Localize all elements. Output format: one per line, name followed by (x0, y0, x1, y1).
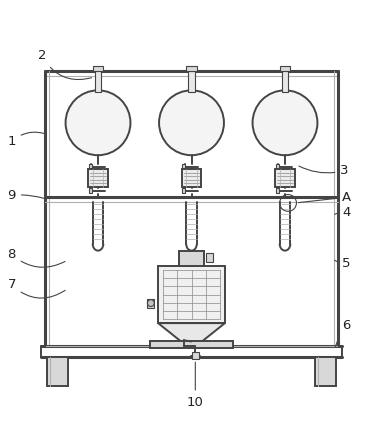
Bar (179, 251, 204, 266)
Bar (275, 169, 295, 187)
Bar (47, 357, 69, 386)
Bar (314, 357, 336, 386)
Polygon shape (158, 323, 225, 341)
Bar (280, 66, 290, 71)
Text: 10: 10 (187, 362, 204, 408)
Text: 7: 7 (7, 278, 65, 298)
Text: 5: 5 (335, 258, 351, 270)
Bar (147, 298, 154, 308)
Bar (188, 71, 195, 92)
Bar (93, 66, 103, 71)
Text: A: A (298, 190, 351, 204)
Text: 9: 9 (8, 189, 44, 202)
Bar (206, 253, 213, 262)
Circle shape (252, 90, 318, 155)
Bar (282, 71, 288, 92)
Bar (182, 188, 185, 193)
Bar (192, 352, 199, 359)
Bar (276, 164, 279, 169)
Bar (158, 266, 225, 323)
Bar (276, 188, 279, 193)
Bar (151, 341, 232, 348)
Text: 3: 3 (299, 164, 349, 177)
Circle shape (65, 90, 131, 155)
Circle shape (147, 300, 154, 306)
Text: 6: 6 (336, 318, 350, 347)
Bar (88, 169, 108, 187)
Bar (182, 169, 201, 187)
Bar (95, 71, 101, 92)
Text: 8: 8 (8, 248, 65, 267)
Text: 4: 4 (335, 206, 350, 219)
Bar (182, 164, 185, 169)
Text: 1: 1 (7, 132, 44, 148)
Circle shape (159, 90, 224, 155)
Bar (89, 188, 92, 193)
Bar (186, 66, 197, 71)
Text: 2: 2 (38, 49, 92, 79)
Bar (89, 164, 92, 169)
